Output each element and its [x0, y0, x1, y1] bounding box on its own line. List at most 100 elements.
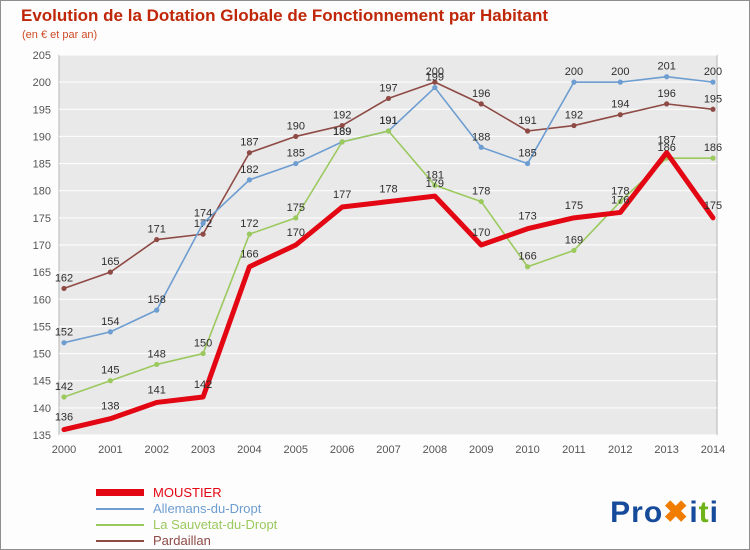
svg-text:178: 178 — [379, 184, 397, 196]
svg-text:195: 195 — [704, 93, 722, 105]
svg-text:191: 191 — [518, 115, 536, 127]
svg-text:2000: 2000 — [52, 444, 76, 456]
svg-text:196: 196 — [472, 88, 490, 100]
proxiti-logo: Pro✖iti — [610, 496, 719, 529]
svg-text:171: 171 — [148, 224, 166, 236]
svg-text:169: 169 — [565, 234, 583, 246]
svg-text:2002: 2002 — [144, 444, 168, 456]
legend-swatch-allemans-du-dropt — [96, 507, 144, 510]
legend-item-la-sauvetat-du-dropt: La Sauvetat-du-Dropt — [96, 517, 277, 532]
svg-text:189: 189 — [333, 126, 351, 138]
legend: MOUSTIER Allemans-du-Dropt La Sauvetat-d… — [96, 485, 277, 549]
legend-label-allemans-du-dropt: Allemans-du-Dropt — [153, 501, 262, 516]
svg-text:162: 162 — [55, 272, 73, 284]
svg-text:190: 190 — [33, 131, 51, 143]
svg-text:179: 179 — [426, 178, 444, 190]
svg-text:194: 194 — [611, 99, 629, 111]
svg-text:187: 187 — [240, 137, 258, 149]
svg-text:136: 136 — [55, 412, 73, 424]
legend-item-allemans-du-dropt: Allemans-du-Dropt — [96, 501, 277, 516]
svg-text:2009: 2009 — [469, 444, 493, 456]
svg-text:185: 185 — [287, 148, 305, 160]
svg-text:150: 150 — [33, 349, 51, 361]
svg-text:200: 200 — [33, 77, 51, 89]
svg-text:2006: 2006 — [330, 444, 354, 456]
svg-text:2003: 2003 — [191, 444, 215, 456]
svg-text:200: 200 — [426, 66, 444, 78]
svg-text:166: 166 — [518, 251, 536, 263]
svg-text:152: 152 — [55, 327, 73, 339]
svg-text:165: 165 — [101, 256, 119, 268]
legend-label-la-sauvetat-du-dropt: La Sauvetat-du-Dropt — [153, 517, 278, 532]
svg-text:2013: 2013 — [654, 444, 678, 456]
svg-text:188: 188 — [472, 131, 490, 143]
svg-text:2001: 2001 — [98, 444, 122, 456]
svg-text:160: 160 — [33, 294, 51, 306]
svg-text:180: 180 — [33, 186, 51, 198]
svg-text:177: 177 — [333, 189, 351, 201]
svg-text:187: 187 — [657, 135, 675, 147]
svg-text:2008: 2008 — [423, 444, 447, 456]
svg-text:142: 142 — [194, 379, 212, 391]
svg-text:178: 178 — [472, 186, 490, 198]
svg-text:197: 197 — [379, 82, 397, 94]
svg-text:138: 138 — [101, 401, 119, 413]
svg-text:150: 150 — [194, 338, 212, 350]
svg-text:2007: 2007 — [376, 444, 400, 456]
svg-text:191: 191 — [379, 115, 397, 127]
svg-text:165: 165 — [33, 267, 51, 279]
svg-text:192: 192 — [565, 110, 583, 122]
line-chart: 135 140 145 150 155 160 165 170 175 180 185 190 195 2… — [33, 50, 726, 456]
svg-text:185: 185 — [33, 159, 51, 171]
svg-text:155: 155 — [33, 321, 51, 333]
svg-text:141: 141 — [148, 384, 166, 396]
svg-text:174: 174 — [194, 207, 212, 219]
legend-swatch-moustier — [96, 489, 144, 496]
svg-text:175: 175 — [565, 200, 583, 212]
svg-text:205: 205 — [33, 50, 51, 62]
svg-text:2012: 2012 — [608, 444, 632, 456]
chart-title: Evolution de la Dotation Globale de Fonc… — [21, 6, 549, 25]
svg-text:192: 192 — [333, 110, 351, 122]
svg-text:158: 158 — [148, 294, 166, 306]
svg-text:2010: 2010 — [515, 444, 539, 456]
svg-text:145: 145 — [33, 376, 51, 388]
svg-text:196: 196 — [657, 88, 675, 100]
svg-text:200: 200 — [565, 66, 583, 78]
svg-text:191: 191 — [379, 115, 397, 127]
svg-text:170: 170 — [472, 227, 490, 239]
svg-text:175: 175 — [704, 200, 722, 212]
svg-text:185: 185 — [518, 148, 536, 160]
svg-text:142: 142 — [55, 381, 73, 393]
svg-text:199: 199 — [426, 72, 444, 84]
legend-label-pardaillan: Pardaillan — [153, 533, 211, 548]
svg-text:2014: 2014 — [701, 444, 725, 456]
svg-text:173: 173 — [518, 211, 536, 223]
svg-text:148: 148 — [148, 348, 166, 360]
svg-text:172: 172 — [240, 218, 258, 230]
svg-text:145: 145 — [101, 365, 119, 377]
svg-text:182: 182 — [240, 164, 258, 176]
svg-text:195: 195 — [33, 104, 51, 116]
svg-text:170: 170 — [33, 240, 51, 252]
svg-text:201: 201 — [657, 61, 675, 73]
svg-text:140: 140 — [33, 403, 51, 415]
svg-text:189: 189 — [333, 126, 351, 138]
svg-text:175: 175 — [33, 213, 51, 225]
svg-text:154: 154 — [101, 316, 119, 328]
svg-text:166: 166 — [240, 249, 258, 261]
svg-text:135: 135 — [33, 430, 51, 442]
chart-subtitle: (en € et par an) — [22, 29, 98, 41]
svg-text:170: 170 — [287, 227, 305, 239]
svg-text:175: 175 — [287, 202, 305, 214]
svg-text:2005: 2005 — [284, 444, 308, 456]
svg-text:2004: 2004 — [237, 444, 261, 456]
svg-text:200: 200 — [704, 66, 722, 78]
svg-text:181: 181 — [426, 169, 444, 181]
svg-text:190: 190 — [287, 120, 305, 132]
svg-text:176: 176 — [611, 194, 629, 206]
svg-text:2011: 2011 — [562, 444, 586, 456]
legend-swatch-la-sauvetat-du-dropt — [96, 523, 144, 526]
svg-text:186: 186 — [657, 142, 675, 154]
